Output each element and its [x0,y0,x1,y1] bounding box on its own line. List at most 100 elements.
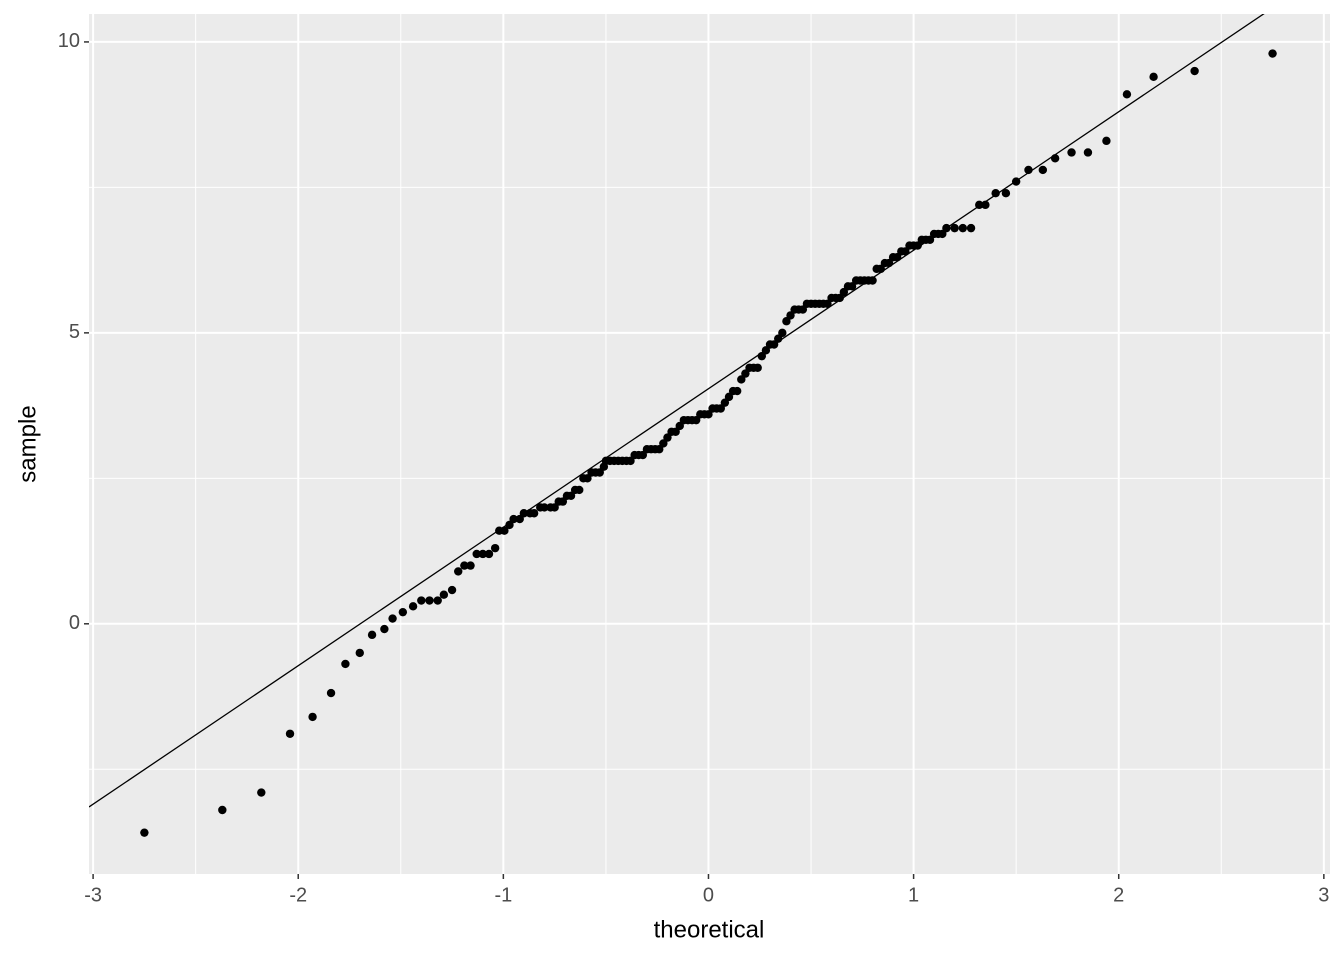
point [509,514,518,524]
point [942,223,951,233]
point [490,543,500,553]
point [408,602,418,611]
point [716,404,725,413]
point [519,509,529,518]
point [1268,49,1277,58]
point [1001,189,1011,198]
point [388,614,397,623]
point [847,282,857,291]
point [938,229,947,239]
point [500,526,509,535]
point [786,311,795,320]
point [1149,72,1158,82]
point [472,549,481,559]
point [1038,165,1048,175]
point [417,596,426,605]
point [884,258,894,268]
point [566,491,576,500]
point [663,433,672,442]
x-tick-label: 0 [703,884,714,906]
point [558,497,568,506]
point [655,445,664,454]
point [484,549,494,559]
point [782,317,791,326]
x-tick-label: -3 [84,884,102,906]
point [659,439,668,448]
point [839,287,849,297]
point [478,549,488,559]
point [769,340,779,349]
plot-panel [89,14,1330,874]
point [741,369,750,378]
point [778,328,787,338]
y-tick-label: 5 [69,321,80,343]
point [876,264,885,274]
point [966,223,976,233]
point [540,503,549,512]
point [798,305,808,314]
point [460,561,469,570]
point [626,456,635,466]
point [439,590,449,599]
point [398,607,408,617]
point [1083,148,1093,157]
point [466,561,475,570]
point [1024,165,1033,175]
point [367,630,377,640]
point [675,421,684,431]
point [835,293,844,303]
point [704,410,713,419]
point [515,514,524,524]
x-tick-label: -2 [289,884,307,906]
point [1011,177,1021,186]
point [774,334,783,343]
point [732,386,742,396]
y-axis-title: sample [14,405,41,482]
point [550,503,559,512]
point [991,189,1000,198]
point [454,567,463,576]
point [380,624,389,634]
point [447,585,457,595]
point [757,351,767,361]
point [1067,148,1076,157]
point [950,223,959,233]
point [529,509,539,518]
point [505,520,514,530]
point [425,596,434,605]
point [724,392,734,402]
point [1102,136,1111,146]
point [140,828,149,837]
reference-line [89,14,1265,808]
point [1190,66,1199,76]
point [737,375,746,384]
point [341,659,350,669]
x-tick-label: 3 [1318,884,1329,906]
point [1122,90,1132,99]
x-tick-label: -1 [494,884,512,906]
point [958,223,968,233]
point [720,398,730,407]
point [868,276,877,285]
point [753,363,762,372]
point [761,346,771,355]
point [975,200,984,210]
point [691,415,701,425]
point [355,648,364,658]
point [892,253,902,262]
point [638,450,648,460]
x-axis-title: theoretical [654,916,765,943]
point [326,688,336,698]
point [823,299,832,308]
point [925,235,935,244]
point [583,474,592,483]
point [433,596,442,605]
x-tick-label: 1 [908,884,919,906]
y-tick-label: 10 [58,30,80,52]
point [671,427,680,436]
point [981,200,990,210]
point [575,485,584,495]
point [595,468,604,477]
point [901,247,910,256]
